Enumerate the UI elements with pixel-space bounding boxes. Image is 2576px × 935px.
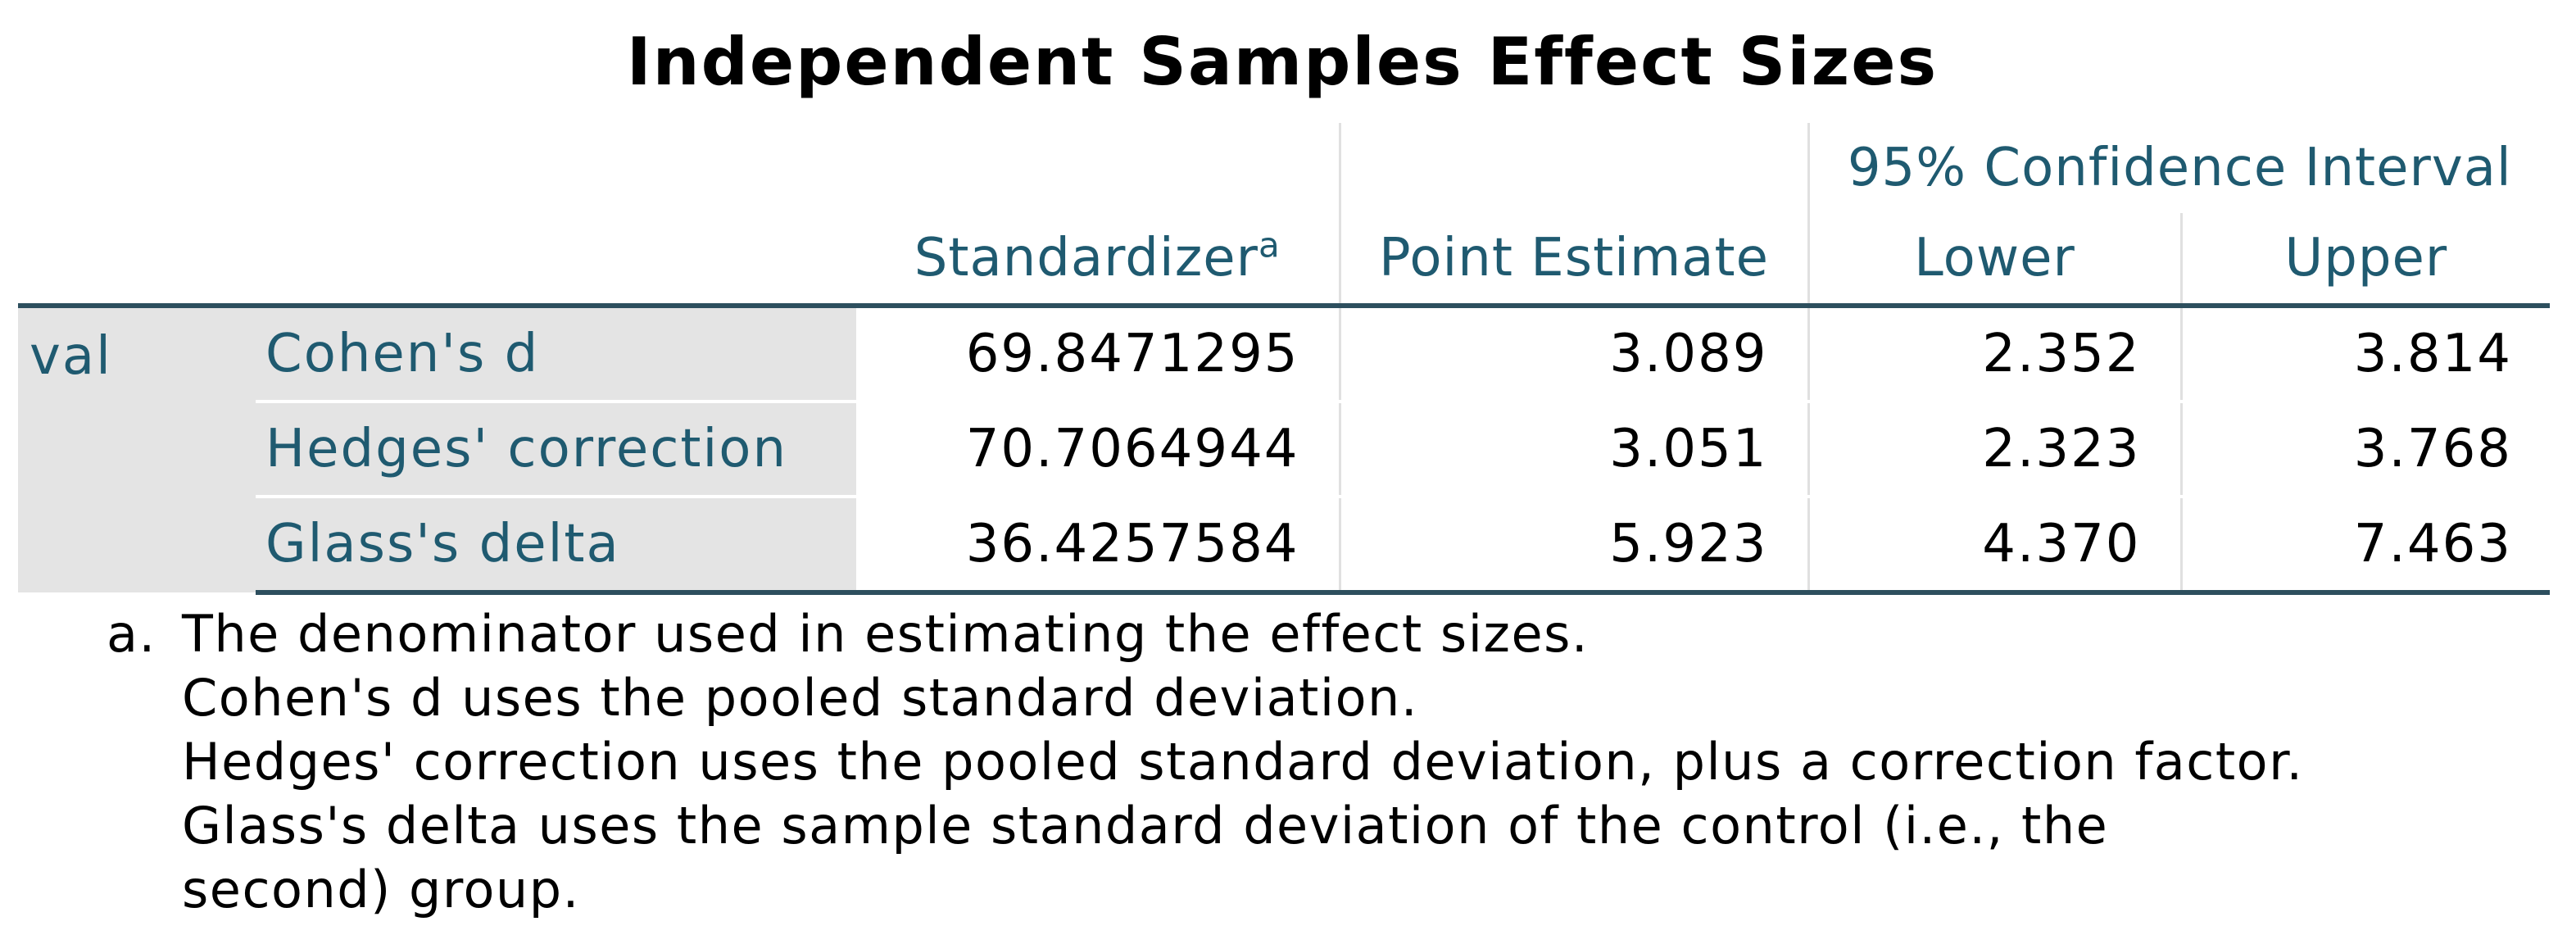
header-empty-cell <box>18 213 256 308</box>
standardizer-header: Standardizera <box>856 213 1341 308</box>
footnote-marker: a. <box>107 604 156 664</box>
header-empty-cell <box>256 213 856 308</box>
effect-sizes-table: 95% Confidence Interval Standardizera Po… <box>18 123 2550 595</box>
footnote-text: The denominator used in estimating the e… <box>182 604 1590 664</box>
footnote-line: Hedges' correction uses the pooled stand… <box>182 732 2304 792</box>
footnote-line: Glass's delta uses the sample standard d… <box>182 796 2109 856</box>
point-estimate-header: Point Estimate <box>1340 213 1810 308</box>
standardizer-value: 69.8471295 <box>856 306 1341 403</box>
lower-value: 4.370 <box>1808 497 2183 595</box>
footnote-line: second) group. <box>182 860 580 919</box>
table-row: Hedges' correction 70.7064944 3.051 2.32… <box>18 402 2550 498</box>
header-empty-cell <box>256 123 856 213</box>
standardizer-footnote-marker: a <box>1258 225 1281 266</box>
measure-label: Cohen's d <box>256 306 856 403</box>
point-estimate-value: 3.089 <box>1340 306 1810 403</box>
header-empty-cell <box>18 123 256 213</box>
lower-value: 2.323 <box>1808 402 2183 498</box>
upper-value: 7.463 <box>2181 497 2550 595</box>
table-footnote: a. The denominator used in estimating the… <box>107 602 2304 922</box>
table-row: val Cohen's d 69.8471295 3.089 2.352 3.8… <box>18 306 2550 592</box>
upper-value: 3.768 <box>2181 402 2550 498</box>
table-title: Independent Samples Effect Sizes <box>626 24 1939 100</box>
header-empty-cell <box>856 123 1341 213</box>
lower-value: 2.352 <box>1808 306 2183 403</box>
header-empty-cell <box>1340 123 1810 213</box>
header-row-ci: 95% Confidence Interval <box>18 123 2550 213</box>
header-row-columns: Standardizera Point Estimate Lower Upper <box>18 213 2550 308</box>
lower-header: Lower <box>1808 213 2183 308</box>
footnote-line: a. The denominator used in estimating the… <box>107 602 2304 666</box>
standardizer-header-label: Standardizer <box>914 228 1259 288</box>
upper-value: 3.814 <box>2181 306 2550 403</box>
point-estimate-value: 3.051 <box>1340 402 1810 498</box>
variable-label: val <box>18 306 256 592</box>
ci-group-header: 95% Confidence Interval <box>1847 138 2512 198</box>
standardizer-value: 36.4257584 <box>856 497 1341 595</box>
measure-label: Hedges' correction <box>256 402 856 498</box>
measure-label: Glass's delta <box>256 497 856 595</box>
standardizer-value: 70.7064944 <box>856 402 1341 498</box>
footnote-line: Cohen's d uses the pooled standard devia… <box>182 668 1419 728</box>
upper-header: Upper <box>2181 213 2550 308</box>
point-estimate-value: 5.923 <box>1340 497 1810 595</box>
table-row: Glass's delta 36.4257584 5.923 4.370 7.4… <box>18 497 2550 595</box>
